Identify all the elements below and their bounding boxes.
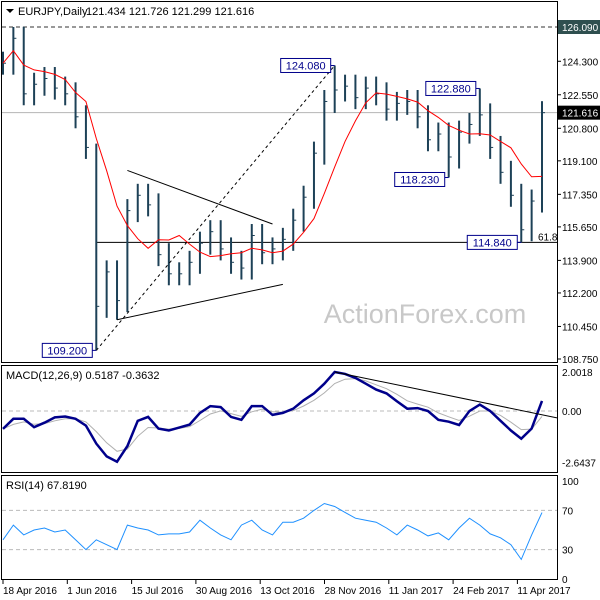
annotation-price-label: 109.200 — [47, 345, 87, 357]
trendline-dashed — [95, 65, 336, 351]
date-axis-label: 11 Jan 2017 — [389, 586, 444, 597]
annotation-box — [425, 80, 477, 96]
annotation-price-label: 114.840 — [473, 237, 512, 249]
macd-panel-frame — [1, 365, 558, 473]
price-axis-label: 120.800 — [562, 124, 599, 135]
rsi-layer — [2, 502, 557, 561]
axis-layer: 126.090 124.300 122.550 121.616 120.800 119.1… — [2, 20, 600, 597]
date-axis-label: 11 Apr 2017 — [517, 586, 571, 597]
annotation-box — [280, 57, 332, 73]
price-axis-label: 117.350 — [562, 190, 598, 201]
symbol-timeframe: EURJPY,Daily — [18, 6, 88, 18]
price-axis-label: 119.100 — [562, 157, 598, 168]
moving-average-line — [2, 49, 543, 258]
macd-axis-label: 2.0018 — [562, 368, 593, 379]
rsi-label: RSI(14) 67.8190 — [6, 480, 87, 492]
annotation-box — [394, 171, 446, 187]
date-axis-label: 1 Jun 2016 — [67, 586, 117, 597]
price-axis-label: 115.650 — [562, 223, 598, 234]
macd-line — [2, 370, 544, 464]
rsi-line — [2, 502, 543, 561]
rsi-axis-label: 100 — [562, 477, 579, 488]
macd-axis-label: -2.6437 — [562, 459, 596, 470]
price-axis-label: 108.750 — [562, 355, 599, 366]
price-axis-label: 126.090 — [562, 23, 599, 34]
date-axis-label: 15 Jul 2016 — [132, 586, 184, 597]
price-panel-frame — [1, 1, 558, 363]
rsi-axis-label: 0 — [562, 575, 568, 586]
rsi-panel-frame — [1, 475, 558, 580]
price-layer: 124.080 122.880 118.230 114.840 109.200 61.8 — [2, 26, 558, 358]
price-axis-label: 112.200 — [562, 289, 598, 300]
macd-trendline — [334, 371, 558, 419]
ohlc-readout: 121.434 121.726 121.299 121.616 — [86, 6, 254, 18]
current-price-tag — [558, 105, 600, 120]
macd-signal-line — [2, 378, 543, 452]
dropdown-triangle-icon[interactable] — [6, 9, 14, 13]
watermark: ActionForex.com — [324, 299, 527, 329]
date-axis-label: 24 Feb 2017 — [453, 586, 510, 597]
macd-axis-label: 0.00 — [562, 407, 582, 418]
annotation-price-label: 122.880 — [431, 83, 471, 95]
price-axis-label: 121.616 — [562, 109, 599, 120]
dashed-level-tag — [558, 20, 600, 34]
price-axis-label: 113.900 — [562, 256, 598, 267]
annotation-box — [466, 234, 518, 250]
annotation-price-label: 118.230 — [400, 174, 439, 186]
price-axis-label: 110.450 — [562, 322, 598, 333]
trendline-solid — [116, 283, 283, 321]
price-axis-label: 122.550 — [562, 91, 599, 102]
rsi-axis-label: 30 — [562, 546, 574, 557]
date-axis-label: 13 Oct 2016 — [260, 586, 315, 597]
fib-level-label: 61.8 — [538, 232, 558, 243]
annotation-price-label: 124.080 — [286, 60, 326, 72]
date-axis-label: 28 Nov 2016 — [325, 586, 382, 597]
annotation-box — [41, 342, 93, 358]
rsi-axis-label: 70 — [562, 506, 574, 517]
date-axis-label: 18 Apr 2016 — [3, 586, 57, 597]
macd-layer — [2, 370, 558, 464]
chart-header: EURJPY,Daily 121.434 121.726 121.299 121… — [6, 6, 254, 18]
trendline-solid — [127, 169, 273, 225]
panel-frames — [1, 1, 558, 580]
macd-label: MACD(12,26,9) 0.5187 -0.3632 — [6, 370, 159, 382]
price-axis-label: 124.300 — [562, 57, 599, 68]
date-axis-label: 30 Aug 2016 — [196, 586, 253, 597]
